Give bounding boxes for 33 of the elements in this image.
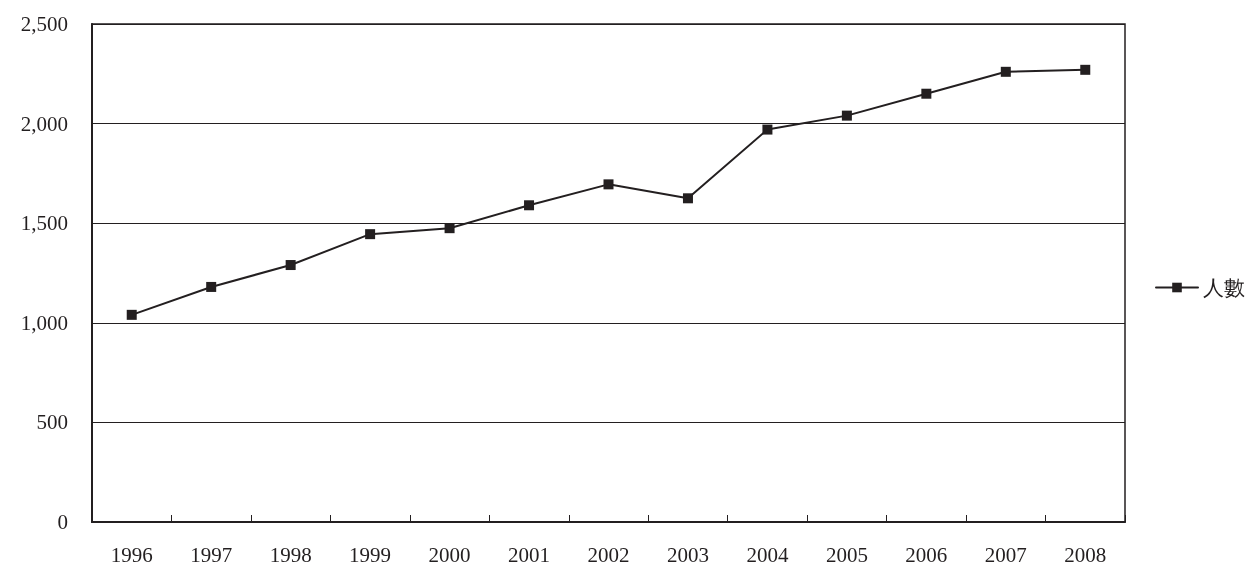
y-tick-label: 1,500 [20,211,68,236]
y-tick-label: 2,500 [20,12,68,36]
y-tick-label: 500 [36,410,68,435]
x-tick-label: 1996 [110,542,153,567]
legend-label: 人數 [1203,275,1245,300]
y-tick-label: 0 [57,510,68,534]
y-tick-label: 2,000 [20,111,68,136]
point [921,88,932,99]
x-tick-label: 2006 [905,542,948,567]
x-tick-label: 2008 [1064,542,1107,567]
point [603,179,614,190]
point [365,229,376,240]
x-tick-label: 2005 [825,542,868,567]
x-tick-label: 1999 [349,542,392,567]
point [762,124,773,135]
x-tick-label: 2003 [666,542,709,567]
x-tick-label: 1997 [190,542,233,567]
point [206,281,217,292]
y-tick-label: 1,000 [20,310,68,335]
point [126,309,137,320]
x-tick-label: 2000 [428,542,471,567]
point [841,110,852,121]
x-tick-label: 2001 [508,542,551,567]
point [444,223,455,234]
x-tick-label: 2004 [746,542,789,567]
point [1080,64,1091,75]
x-tick-label: 1998 [269,542,312,567]
x-tick-label: 2002 [587,542,630,567]
x-tick-label: 2007 [984,542,1027,567]
point [524,200,535,211]
point [682,193,693,204]
point [1000,66,1011,77]
point [285,260,296,271]
